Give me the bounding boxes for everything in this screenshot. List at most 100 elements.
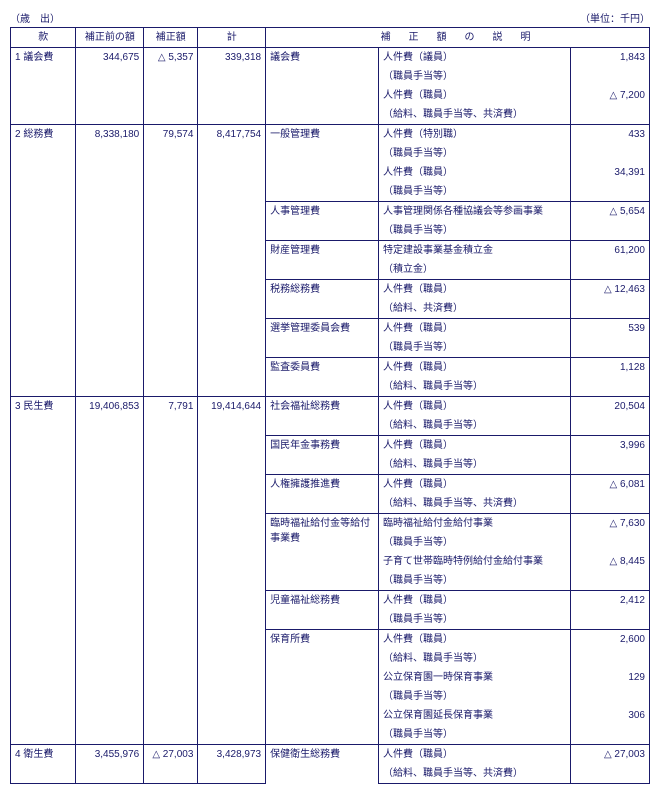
sub1-cell: 国民年金事務費 [266, 436, 379, 475]
desc-cell: （職員手当等） [379, 338, 571, 358]
hosei-cell: 79,574 [144, 125, 198, 397]
desc-cell: （職員手当等） [379, 725, 571, 745]
kan-cell: 4 衛生費 [11, 745, 76, 784]
table-row: 4 衛生費3,455,976△ 27,0033,428,973保健衛生総務費人件… [11, 745, 650, 765]
desc-cell: （給料、職員手当等、共済費） [379, 494, 571, 514]
amount-cell: △ 7,200 [570, 86, 649, 105]
amount-cell: 433 [570, 125, 649, 145]
amount-cell: 1,128 [570, 358, 649, 378]
desc-cell: （職員手当等） [379, 144, 571, 163]
desc-cell: 人件費（職員） [379, 436, 571, 456]
desc-cell: 人件費（職員） [379, 319, 571, 339]
col-before: 補正前の額 [76, 28, 144, 48]
sub1-cell: 児童福祉総務費 [266, 591, 379, 630]
amount-cell [570, 725, 649, 745]
amount-cell [570, 416, 649, 436]
amount-cell [570, 377, 649, 397]
amount-cell: 61,200 [570, 241, 649, 261]
amount-cell [570, 299, 649, 319]
desc-cell: 臨時福祉給付金給付事業 [379, 514, 571, 534]
table-row: 3 民生費19,406,8537,79119,414,644社会福祉総務費人件費… [11, 397, 650, 417]
desc-cell: 特定建設事業基金積立金 [379, 241, 571, 261]
desc-cell: 人件費（職員） [379, 591, 571, 611]
table-body: 1 議会費344,675△ 5,357339,318議会費人件費（議員）1,84… [11, 48, 650, 784]
sub1-cell: 人事管理費 [266, 202, 379, 241]
amount-cell: △ 12,463 [570, 280, 649, 300]
amount-cell [570, 649, 649, 668]
amount-cell [570, 455, 649, 475]
amount-cell: 1,843 [570, 48, 649, 68]
desc-cell: （職員手当等） [379, 182, 571, 202]
desc-cell: （給料、職員手当等） [379, 455, 571, 475]
desc-cell: 人件費（職員） [379, 358, 571, 378]
amount-cell: △ 27,003 [570, 745, 649, 765]
sub1-cell: 社会福祉総務費 [266, 397, 379, 436]
total-cell: 339,318 [198, 48, 266, 125]
amount-cell [570, 67, 649, 86]
desc-cell: 公立保育園延長保育事業 [379, 706, 571, 725]
desc-cell: （給料、職員手当等） [379, 649, 571, 668]
desc-cell: （給料、共済費） [379, 299, 571, 319]
amount-cell: 306 [570, 706, 649, 725]
amount-cell [570, 338, 649, 358]
desc-cell: 人件費（職員） [379, 745, 571, 765]
table-header-meta: （歳 出） （単位：千円） [10, 10, 650, 25]
amount-cell: 20,504 [570, 397, 649, 417]
budget-table: 款 補正前の額 補正額 計 補 正 額 の 説 明 1 議会費344,675△ … [10, 27, 650, 784]
desc-cell: 人件費（職員） [379, 86, 571, 105]
desc-cell: 子育て世帯臨時特例給付金給付事業 [379, 552, 571, 571]
table-row: 1 議会費344,675△ 5,357339,318議会費人件費（議員）1,84… [11, 48, 650, 68]
desc-cell: 公立保育園一時保育事業 [379, 668, 571, 687]
before-cell: 19,406,853 [76, 397, 144, 745]
sub1-cell: 監査委員費 [266, 358, 379, 397]
amount-cell: 2,600 [570, 630, 649, 650]
kan-cell: 3 民生費 [11, 397, 76, 745]
hosei-cell: △ 27,003 [144, 745, 198, 784]
desc-cell: 人件費（職員） [379, 397, 571, 417]
desc-cell: 人件費（職員） [379, 475, 571, 495]
desc-cell: （職員手当等） [379, 571, 571, 591]
amount-cell [570, 144, 649, 163]
col-kan: 款 [11, 28, 76, 48]
amount-cell [570, 494, 649, 514]
table-head: 款 補正前の額 補正額 計 補 正 額 の 説 明 [11, 28, 650, 48]
col-desc: 補 正 額 の 説 明 [266, 28, 650, 48]
desc-cell: （給料、職員手当等、共済費） [379, 764, 571, 784]
desc-cell: 人件費（特別職） [379, 125, 571, 145]
desc-cell: 人件費（職員） [379, 630, 571, 650]
total-cell: 8,417,754 [198, 125, 266, 397]
amount-cell [570, 260, 649, 280]
amount-cell [570, 221, 649, 241]
amount-cell [570, 687, 649, 706]
header-left: （歳 出） [10, 10, 60, 25]
sub1-cell: 臨時福祉給付金等給付事業費 [266, 514, 379, 591]
amount-cell [570, 610, 649, 630]
amount-cell: △ 8,445 [570, 552, 649, 571]
desc-cell: （給料、職員手当等） [379, 416, 571, 436]
header-right: （単位：千円） [580, 10, 650, 25]
before-cell: 344,675 [76, 48, 144, 125]
col-hosei: 補正額 [144, 28, 198, 48]
hosei-cell: 7,791 [144, 397, 198, 745]
col-total: 計 [198, 28, 266, 48]
amount-cell [570, 764, 649, 784]
desc-cell: （職員手当等） [379, 221, 571, 241]
sub1-cell: 税務総務費 [266, 280, 379, 319]
amount-cell: △ 7,630 [570, 514, 649, 534]
total-cell: 19,414,644 [198, 397, 266, 745]
total-cell: 3,428,973 [198, 745, 266, 784]
desc-cell: 人件費（職員） [379, 280, 571, 300]
amount-cell: 539 [570, 319, 649, 339]
desc-cell: （職員手当等） [379, 533, 571, 552]
amount-cell [570, 182, 649, 202]
before-cell: 8,338,180 [76, 125, 144, 397]
sub1-cell: 選挙管理委員会費 [266, 319, 379, 358]
sub1-cell: 財産管理費 [266, 241, 379, 280]
amount-cell: 34,391 [570, 163, 649, 182]
desc-cell: （職員手当等） [379, 687, 571, 706]
kan-cell: 1 議会費 [11, 48, 76, 125]
kan-cell: 2 総務費 [11, 125, 76, 397]
hosei-cell: △ 5,357 [144, 48, 198, 125]
sub1-cell: 議会費 [266, 48, 379, 125]
desc-cell: （職員手当等） [379, 67, 571, 86]
